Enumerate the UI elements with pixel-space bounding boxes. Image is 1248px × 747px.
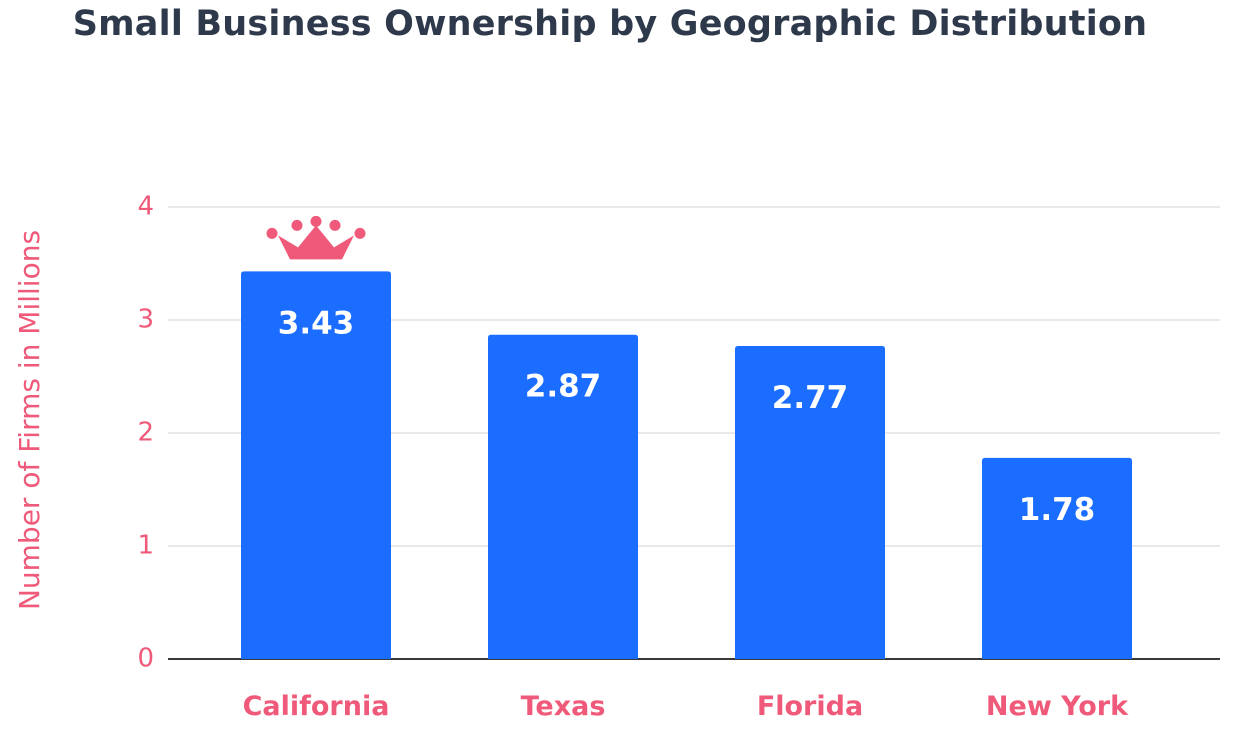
- y-tick-label: 0: [137, 644, 154, 674]
- bar-california: [241, 271, 391, 659]
- bar-new-york: [982, 457, 1132, 659]
- x-tick-label: New York: [986, 691, 1129, 722]
- chart-title: Small Business Ownership by Geographic D…: [72, 4, 1148, 44]
- data-label: 3.43: [278, 305, 355, 341]
- bar-florida: [735, 345, 885, 659]
- bar-texas: [488, 334, 638, 659]
- crown-jewel: [266, 227, 278, 239]
- data-label: 1.78: [1019, 492, 1096, 528]
- highlight-icons: [266, 215, 366, 260]
- crown-jewel: [329, 219, 341, 231]
- crown-icon: [266, 215, 366, 260]
- crown-jewel: [310, 215, 322, 227]
- data-label: 2.87: [525, 369, 602, 405]
- x-tick-label: California: [243, 691, 390, 722]
- crown-jewel: [354, 227, 366, 239]
- crown-shape: [278, 225, 354, 260]
- x-tick-label: Florida: [757, 691, 863, 722]
- data-label: 2.77: [772, 380, 849, 416]
- y-axis-ticks: 0 1 2 3 4: [137, 192, 154, 674]
- crown-jewel: [291, 219, 303, 231]
- y-axis-title: Number of Firms in Millions: [13, 230, 46, 610]
- y-tick-label: 2: [137, 418, 154, 448]
- x-tick-label: Texas: [521, 691, 606, 722]
- y-tick-label: 4: [137, 192, 154, 222]
- bars: [241, 271, 1132, 659]
- x-axis-categories: California Texas Florida New York: [243, 691, 1130, 722]
- y-tick-label: 3: [137, 305, 154, 335]
- y-tick-label: 1: [137, 531, 154, 561]
- value-labels: 3.43 2.87 2.77 1.78: [278, 305, 1096, 527]
